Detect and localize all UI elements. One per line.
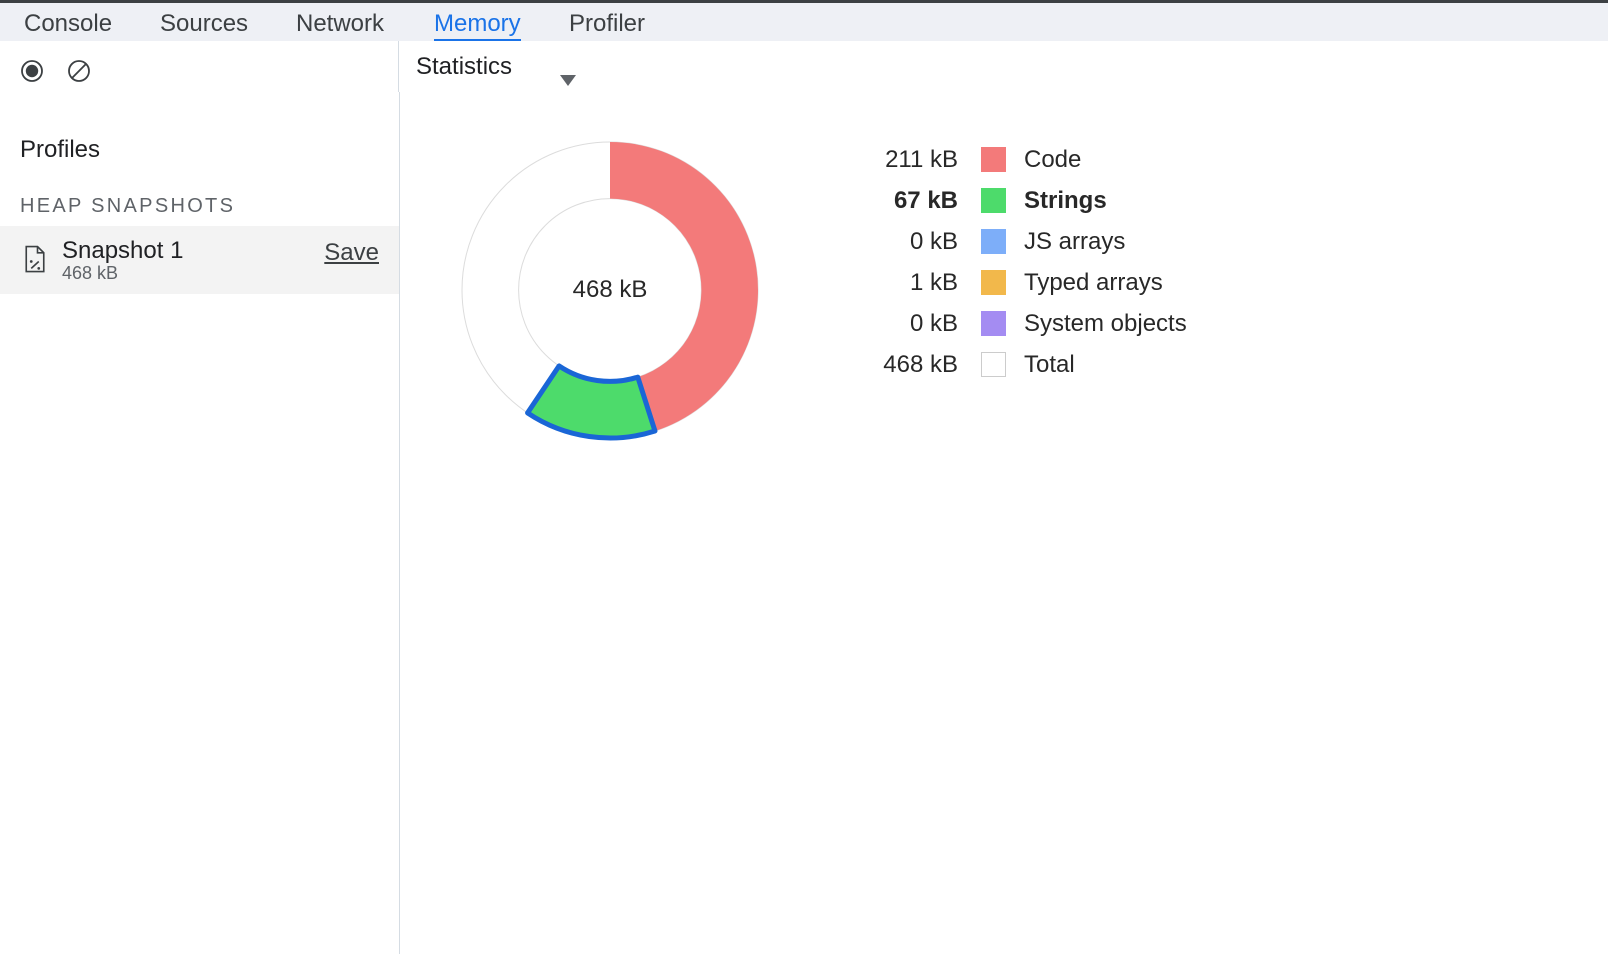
- svg-text:468 kB: 468 kB: [573, 276, 648, 303]
